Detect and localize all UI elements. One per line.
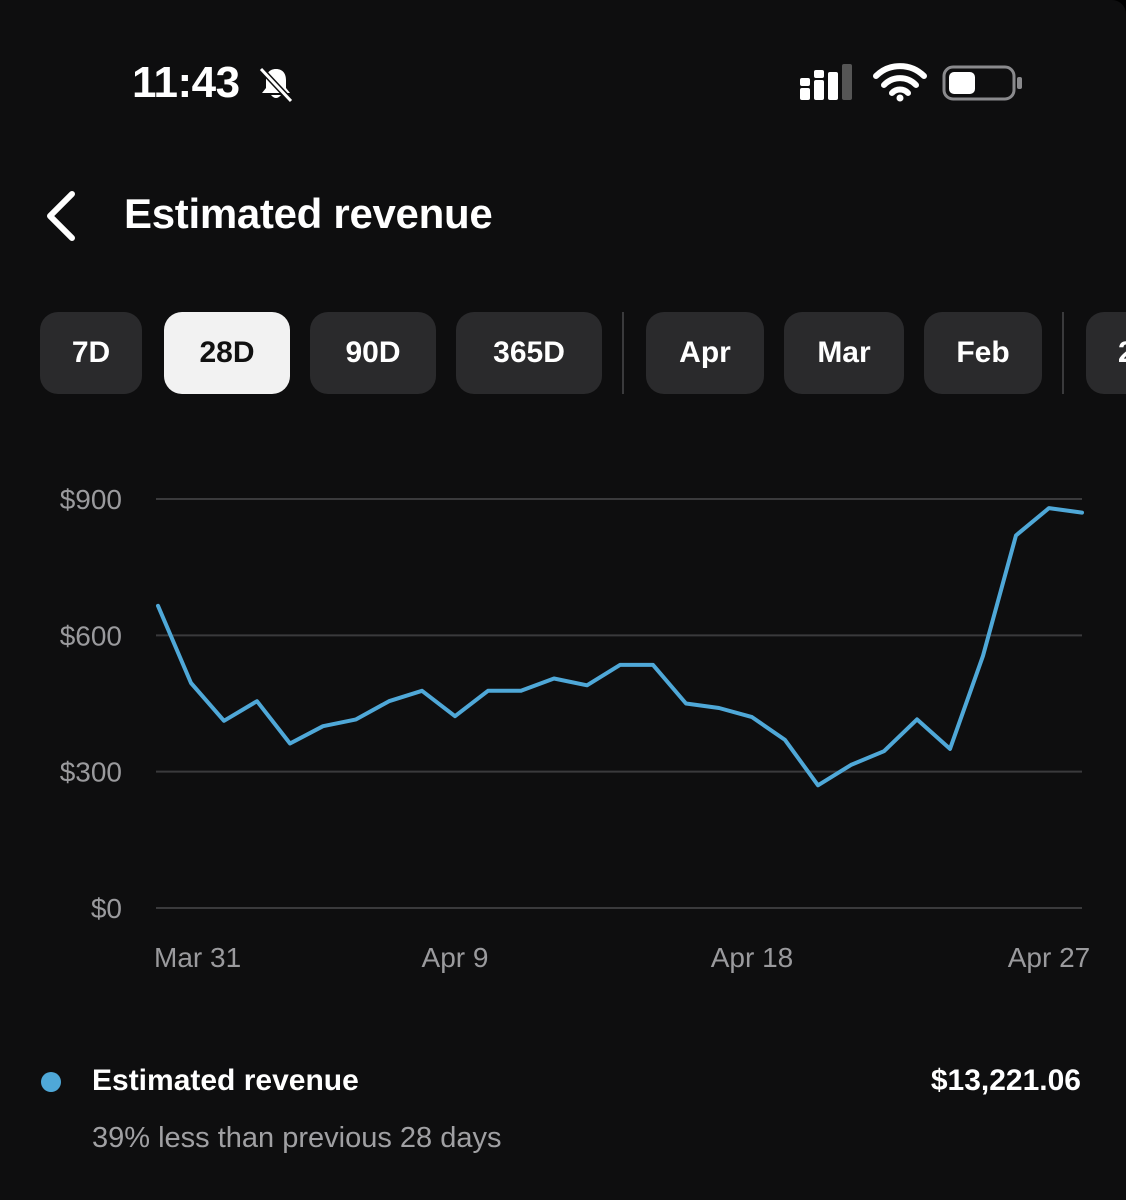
legend-label: Estimated revenue: [92, 1064, 359, 1097]
cellular-signal-icon: [800, 64, 852, 100]
revenue-line-chart: $0 $300 $600 $900 Mar 31 Apr 9 Apr 18 Apr 27: [60, 484, 1091, 973]
back-chevron-icon[interactable]: [40, 190, 84, 242]
wifi-icon: [873, 63, 927, 102]
page-title: Estimated revenue: [124, 190, 493, 237]
tab-divider: [622, 312, 624, 394]
tab-divider: [1062, 312, 1064, 394]
y-tick-label: $900: [60, 484, 122, 515]
y-tick-label: $600: [60, 620, 122, 651]
x-tick-label: Apr 9: [422, 942, 489, 973]
tab-90d[interactable]: 90D: [310, 312, 436, 394]
revenue-total: $13,221.06: [930, 1064, 1081, 1097]
battery-icon: [942, 65, 1022, 101]
tab-7d[interactable]: 7D: [40, 312, 142, 394]
tab-365d[interactable]: 365D: [456, 312, 602, 394]
status-time: 11:43: [132, 58, 240, 107]
legend-dot: [41, 1072, 61, 1092]
bell-muted-icon: [258, 66, 294, 104]
x-tick-label: Apr 18: [711, 942, 794, 973]
x-tick-label: Mar 31: [154, 942, 241, 973]
x-tick-label: Apr 27: [1008, 942, 1091, 973]
y-tick-label: $300: [60, 757, 122, 788]
tab-partial[interactable]: 2: [1086, 312, 1126, 394]
comparison-text: 39% less than previous 28 days: [92, 1122, 502, 1154]
tab-28d[interactable]: 28D: [164, 312, 290, 394]
tab-mar[interactable]: Mar: [784, 312, 904, 394]
series-line-revenue: [156, 506, 1084, 788]
y-tick-label: $0: [91, 893, 122, 924]
tab-feb[interactable]: Feb: [924, 312, 1042, 394]
tab-apr[interactable]: Apr: [646, 312, 764, 394]
